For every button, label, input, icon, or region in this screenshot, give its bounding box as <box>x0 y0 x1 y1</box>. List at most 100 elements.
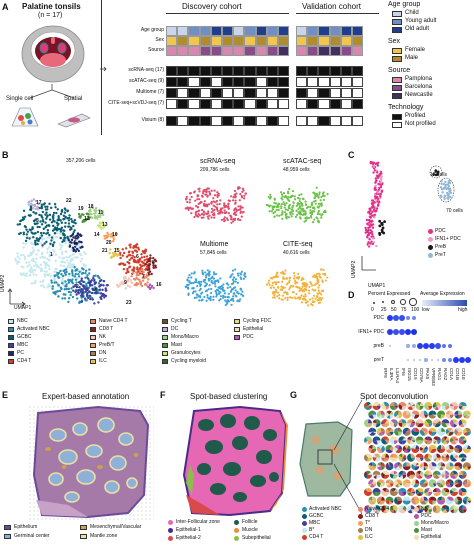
umap-point <box>436 173 439 176</box>
pct-expressed-title: Percent Expressed <box>368 291 411 297</box>
umap-point <box>207 210 210 213</box>
umap-point <box>50 236 54 239</box>
legend-source-title: Source <box>388 67 411 74</box>
umap-point <box>152 266 155 269</box>
umap-point <box>378 224 382 228</box>
umap-point <box>98 221 102 224</box>
expression-dot <box>436 358 440 362</box>
umap-point <box>318 213 321 216</box>
pie-slice <box>432 474 437 477</box>
umap-point <box>80 257 84 261</box>
umap-point <box>61 274 65 278</box>
pie-slice <box>432 438 437 443</box>
legend-b-swatch <box>162 359 168 364</box>
umap-point <box>206 187 209 190</box>
profiled-cell <box>199 116 211 126</box>
pie-slice <box>423 410 428 415</box>
umap-point <box>304 298 307 301</box>
umap-point <box>238 300 241 303</box>
pie-slice <box>385 465 390 468</box>
umap-point <box>32 273 35 276</box>
pie-slice <box>448 500 454 505</box>
pie-slice <box>432 483 437 487</box>
avg-expression-gradient <box>422 300 467 306</box>
pie-slice <box>372 497 377 501</box>
pie-slice <box>415 453 424 458</box>
umap-point <box>134 259 137 262</box>
umap-point <box>41 245 44 249</box>
pie-slice <box>385 509 390 513</box>
umap-point <box>35 257 38 260</box>
umap-point <box>367 240 370 244</box>
pie-slice <box>406 410 411 415</box>
umap-point <box>116 285 120 288</box>
pie-slice <box>366 402 371 406</box>
pie-slice <box>456 496 463 501</box>
umap-point <box>202 213 205 217</box>
umap-point <box>291 206 294 209</box>
pie-slice <box>462 445 469 449</box>
umap-point <box>140 256 144 259</box>
pie-slice <box>420 479 426 484</box>
umap-point <box>369 216 372 219</box>
pie-slice <box>398 436 404 441</box>
pie-slice <box>407 491 411 494</box>
pie-slice <box>372 492 377 496</box>
pie-slice <box>424 439 429 442</box>
legend-b-swatch <box>90 335 96 340</box>
pie-slice <box>411 412 416 419</box>
pie-slice <box>376 509 381 514</box>
pie-slice <box>392 474 398 479</box>
umap-point <box>230 221 233 224</box>
pie-slice <box>420 466 424 471</box>
legend-c-dot <box>428 245 433 250</box>
umap-point <box>288 203 292 206</box>
umap-point <box>29 269 32 272</box>
umap-point <box>295 292 298 296</box>
umap-point <box>66 265 69 269</box>
legend-g-dot <box>358 514 363 519</box>
umap-point <box>218 202 221 206</box>
umap-point <box>232 280 235 283</box>
pie-slice <box>428 471 433 475</box>
umap-point <box>28 237 31 240</box>
meta-cell <box>177 26 189 36</box>
legend-c-dot <box>428 229 433 234</box>
umap-point <box>191 287 195 290</box>
meta-cell <box>340 26 352 36</box>
pie-slice <box>458 403 463 407</box>
umap-point <box>287 196 290 199</box>
spot-clustering-map <box>182 405 288 517</box>
pie-slice <box>457 445 463 449</box>
umap-point <box>42 237 46 241</box>
meta-cell <box>266 46 278 56</box>
pie-slice <box>419 474 424 478</box>
pie-slice <box>372 405 379 410</box>
umap-point <box>51 287 54 290</box>
umap-point <box>148 283 152 286</box>
umap-point <box>373 213 377 217</box>
umap-point <box>68 214 71 217</box>
pie-slice <box>441 474 446 479</box>
umap-point <box>207 277 210 281</box>
umap-point <box>378 231 381 235</box>
pie-slice <box>372 454 377 458</box>
pie-slice <box>428 406 433 410</box>
pie-slice <box>445 406 450 410</box>
umap-point <box>292 201 295 205</box>
umap-point <box>285 217 288 220</box>
umap-point <box>222 283 225 286</box>
pie-slice <box>454 410 459 415</box>
umap-point <box>237 218 240 221</box>
umap-point <box>74 290 78 293</box>
umap-point <box>84 276 87 279</box>
pie-slice <box>437 499 446 505</box>
umap-point <box>44 213 47 216</box>
pie-slice <box>411 492 415 495</box>
umap-point <box>366 230 369 234</box>
pie-slice <box>450 440 457 445</box>
pie-slice <box>407 403 411 408</box>
pie-slice <box>457 479 463 484</box>
umap-point <box>69 226 73 230</box>
umap-point <box>118 263 121 266</box>
